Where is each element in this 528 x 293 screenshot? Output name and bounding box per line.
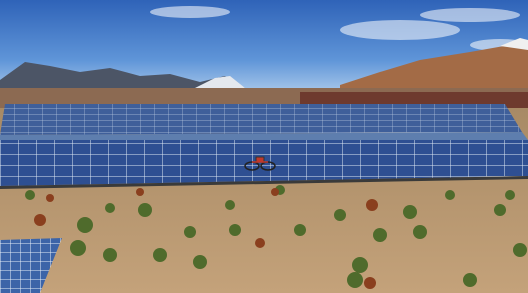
game-view bbox=[0, 0, 528, 293]
solar-array-back bbox=[0, 104, 522, 135]
